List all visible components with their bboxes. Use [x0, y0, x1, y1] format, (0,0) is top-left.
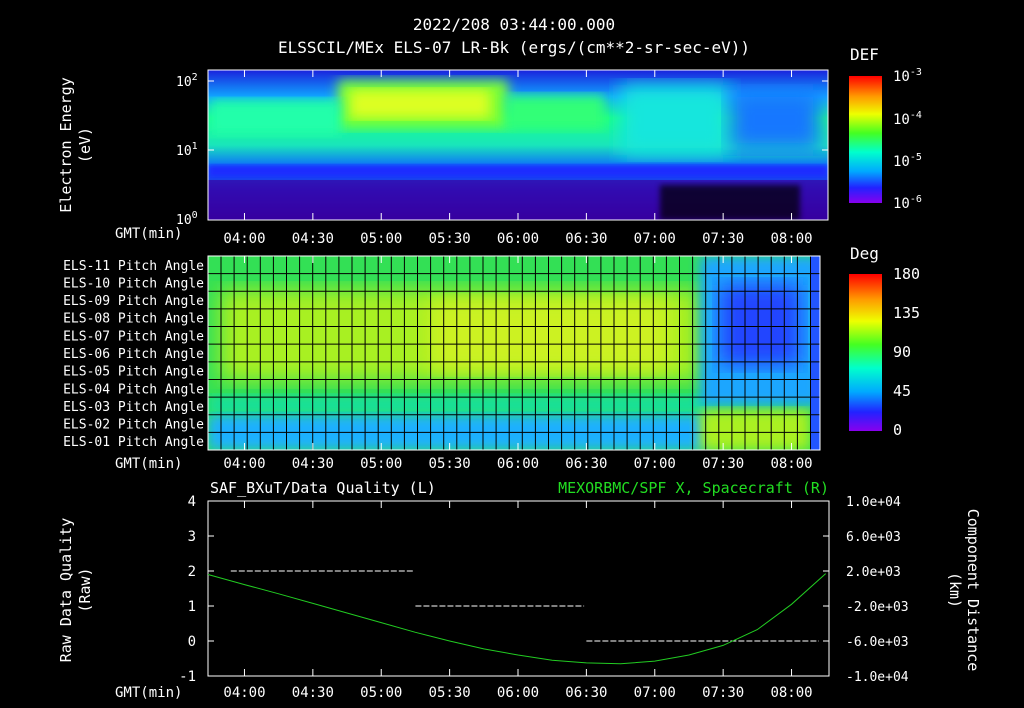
- spec-ytick-100: 102: [176, 72, 198, 90]
- deg-tick-0: 0: [893, 421, 902, 439]
- spectrogram-image: [208, 70, 828, 220]
- line-right-ylabel-1: Component Distance: [964, 509, 982, 672]
- right-y-tick-label: 6.0e+03: [846, 530, 901, 545]
- line-plot-panel: SAF_BXuT/Data Quality (L) MEXORBMC/SPF X…: [57, 479, 982, 685]
- x-ticks-panel-3: 04:00 04:30 05:00 05:30 06:00 06:30 07:00 07:30…: [223, 501, 813, 701]
- x-tick-label: 05:00: [360, 231, 402, 247]
- right-y-tick-label: -2.0e+03: [846, 600, 909, 615]
- x-tick-label: 04:00: [223, 456, 265, 472]
- x-axis-label-1: GMT(min): [115, 226, 182, 242]
- x-tick-label: 05:00: [360, 456, 402, 472]
- x-tick-label: 07:30: [702, 456, 744, 472]
- spectrogram-ylabel-2: (eV): [76, 127, 94, 163]
- header-title: ELSSCIL/MEx ELS-07 LR-Bk (ergs/(cm**2-sr…: [278, 38, 750, 57]
- x-tick-label: 06:30: [565, 685, 607, 701]
- pitch-angle-row-label: ELS-02 Pitch Angle: [63, 418, 204, 433]
- def-tick-1e-4: 10-4: [893, 110, 922, 128]
- pitch-angle-row-label: ELS-11 Pitch Angle: [63, 259, 204, 274]
- deg-tick-90: 90: [893, 343, 911, 361]
- def-tick-1e-6: 10-6: [893, 194, 922, 212]
- deg-tick-45: 45: [893, 382, 911, 400]
- x-tick-label: 05:30: [429, 685, 471, 701]
- x-tick-label: 05:30: [429, 456, 471, 472]
- x-tick-label: 06:00: [497, 456, 539, 472]
- spacecraft-x-line: [207, 573, 827, 665]
- pitch-angle-row-labels: ELS-11 Pitch Angle ELS-10 Pitch Angle ELS-…: [63, 259, 204, 450]
- x-tick-label: 04:30: [292, 456, 334, 472]
- left-y-tick-label: -1: [179, 669, 196, 685]
- x-tick-label: 04:00: [223, 685, 265, 701]
- pitch-angle-row-label: ELS-06 Pitch Angle: [63, 347, 204, 362]
- line-left-ylabel-1: Raw Data Quality: [57, 518, 75, 663]
- line-left-title: SAF_BXuT/Data Quality (L): [210, 479, 436, 497]
- x-tick-label: 06:30: [565, 456, 607, 472]
- x-tick-label: 07:00: [634, 685, 676, 701]
- line-right-title: MEXORBMC/SPF X, Spacecraft (R): [558, 479, 829, 497]
- x-tick-label: 04:00: [223, 231, 265, 247]
- energy-spectrogram-panel: 102 101 100 Electron Energy (eV) DEF 10-…: [57, 45, 922, 228]
- x-tick-label: 07:00: [634, 231, 676, 247]
- left-y-tick-label: 3: [188, 529, 196, 545]
- line-plot-frame: [207, 500, 830, 677]
- def-colorbar-title: DEF: [850, 45, 879, 64]
- spectrogram-ylabel-1: Electron Energy: [57, 77, 75, 212]
- deg-tick-180: 180: [893, 265, 920, 283]
- deg-colorbar-title: Deg: [850, 244, 879, 263]
- x-axis-label-2: GMT(min): [115, 456, 182, 472]
- right-y-tick-label: 2.0e+03: [846, 565, 901, 580]
- x-tick-label: 07:30: [702, 685, 744, 701]
- left-y-tick-label: 2: [188, 564, 196, 580]
- x-tick-label: 04:30: [292, 685, 334, 701]
- pitch-angle-row-label: ELS-01 Pitch Angle: [63, 435, 204, 450]
- left-y-tick-label: 0: [188, 634, 196, 650]
- x-tick-label: 05:00: [360, 685, 402, 701]
- header-time: 2022/208 03:44:00.000: [413, 15, 615, 34]
- left-y-tick-label: 1: [188, 599, 196, 615]
- def-tick-1e-5: 10-5: [893, 152, 922, 170]
- spec-ytick-10: 101: [176, 141, 198, 159]
- spec-ytick-1: 100: [176, 210, 198, 228]
- pitch-angle-row-label: ELS-09 Pitch Angle: [63, 294, 204, 309]
- line-series: [207, 570, 827, 665]
- pitch-angle-row-label: ELS-07 Pitch Angle: [63, 329, 204, 344]
- pitch-angle-panel: ELS-11 Pitch Angle ELS-10 Pitch Angle ELS-…: [63, 244, 920, 451]
- deg-colorbar: [849, 274, 882, 431]
- line-left-ylabel-2: (Raw): [76, 567, 94, 612]
- right-y-tick-label: 1.0e+04: [846, 495, 901, 510]
- pitch-angle-row-label: ELS-10 Pitch Angle: [63, 276, 204, 291]
- x-tick-label: 04:30: [292, 231, 334, 247]
- def-colorbar: [849, 76, 882, 203]
- x-tick-label: 06:30: [565, 231, 607, 247]
- right-y-tick-label: -6.0e+03: [846, 635, 909, 650]
- x-tick-label: 05:30: [429, 231, 471, 247]
- pitch-angle-image: [208, 256, 820, 450]
- pitch-angle-row-label: ELS-03 Pitch Angle: [63, 400, 204, 415]
- x-tick-label: 06:00: [497, 231, 539, 247]
- right-y-tick-label: -1.0e+04: [846, 670, 909, 685]
- left-y-tick-label: 4: [188, 494, 196, 510]
- x-tick-label: 07:30: [702, 231, 744, 247]
- line-left-ticks: 4 3 2 1 0 -1: [179, 494, 214, 685]
- line-right-ylabel-2: (km): [946, 572, 964, 608]
- x-tick-label: 07:00: [634, 456, 676, 472]
- pitch-angle-row-label: ELS-05 Pitch Angle: [63, 365, 204, 380]
- x-tick-label: 08:00: [770, 231, 812, 247]
- pitch-angle-row-label: ELS-08 Pitch Angle: [63, 312, 204, 327]
- spectrogram-y-ticks: 102 101 100: [176, 72, 828, 228]
- x-tick-label: 08:00: [770, 456, 812, 472]
- def-tick-1e-3: 10-3: [893, 67, 922, 85]
- x-tick-label: 08:00: [770, 685, 812, 701]
- x-ticks-panel-1: 04:00 04:30 05:00 05:30 06:00 06:30 07:00 07:30…: [223, 70, 813, 247]
- line-right-ticks: 1.0e+04 6.0e+03 2.0e+03 -2.0e+03 -6.0e+03 -1.…: [823, 495, 909, 685]
- x-tick-label: 06:00: [497, 685, 539, 701]
- x-axis-label-3: GMT(min): [115, 685, 182, 701]
- x-ticks-panel-2: 04:00 04:30 05:00 05:30 06:00 06:30 07:00 07:30…: [223, 256, 813, 472]
- deg-tick-135: 135: [893, 304, 920, 322]
- pitch-angle-row-label: ELS-04 Pitch Angle: [63, 382, 204, 397]
